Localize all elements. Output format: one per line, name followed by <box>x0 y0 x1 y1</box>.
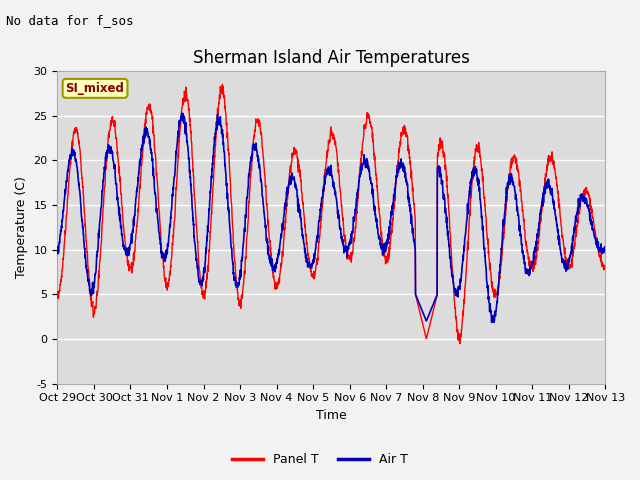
Legend: Panel T, Air T: Panel T, Air T <box>227 448 413 471</box>
Panel T <box>206 228 214 234</box>
Panel T <box>569 250 577 256</box>
Air T <box>569 235 577 240</box>
X-axis label: Time: Time <box>316 409 347 422</box>
Panel T <box>54 290 61 296</box>
Text: No data for f_sos: No data for f_sos <box>6 14 134 27</box>
Line: Panel T: Panel T <box>58 84 605 344</box>
Panel T <box>348 259 355 265</box>
Panel T <box>456 341 464 347</box>
Line: Air T: Air T <box>58 113 605 323</box>
Panel T <box>554 187 561 192</box>
Panel T <box>602 266 609 272</box>
Air T <box>602 247 609 253</box>
Title: Sherman Island Air Temperatures: Sherman Island Air Temperatures <box>193 48 470 67</box>
Air T <box>360 161 367 167</box>
Air T <box>348 240 355 246</box>
Air T <box>207 190 214 196</box>
Panel T <box>491 288 499 294</box>
Air T <box>554 227 561 232</box>
Air T <box>488 320 495 325</box>
Panel T <box>218 82 226 87</box>
Air T <box>178 110 186 116</box>
Air T <box>54 248 61 254</box>
Text: SI_mixed: SI_mixed <box>66 82 125 95</box>
Air T <box>491 310 499 315</box>
Panel T <box>360 136 367 142</box>
Y-axis label: Temperature (C): Temperature (C) <box>15 176 28 278</box>
